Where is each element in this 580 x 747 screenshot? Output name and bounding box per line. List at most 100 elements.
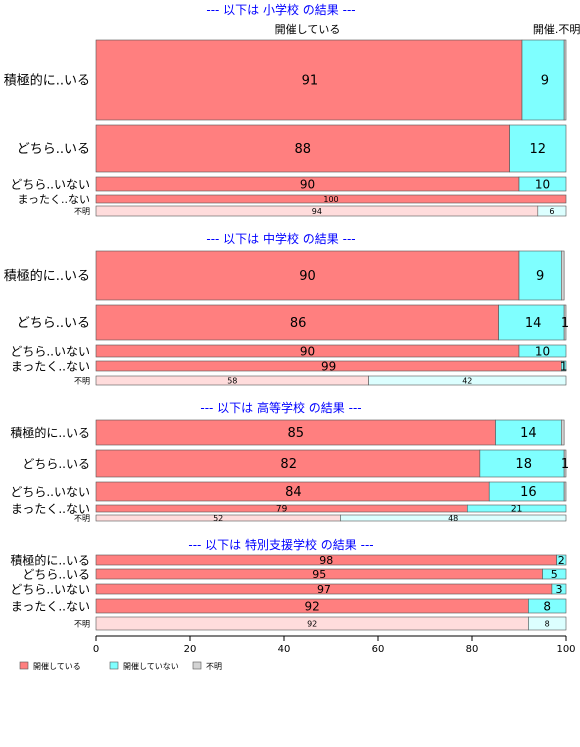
bar-segment-2-0-2 [560,419,565,446]
value-label-0-0-0: 91 [302,74,319,89]
row-label-3-4: 不明 [74,619,90,628]
panel-title-0: --- 以下は 小学校 の結果 --- [206,2,355,17]
value-label-1-2-0: 90 [300,344,315,358]
value-label-1-3-0: 99 [321,359,336,373]
panel-title-3: --- 以下は 特別支援学校 の結果 --- [188,537,373,552]
row-label-1-3: まったく..ない [11,359,90,373]
value-label-2-3-1: 21 [511,505,522,515]
value-label-1-4-1: 42 [462,376,472,385]
bar-segment-2-3-1 [466,504,567,513]
value-label-1-1-1: 14 [525,316,542,331]
value-label-2-3-0: 79 [276,505,288,515]
bar-segment-2-1-0 [95,449,481,478]
row-label-0-2: どちら..いない [10,177,90,191]
legend-label-0: 開催している [33,661,81,671]
value-label-3-0-0: 98 [319,554,333,567]
bar-segment-3-1-1 [542,568,567,580]
value-label-1-0-1: 9 [536,269,544,284]
row-label-2-3: まったく..ない [11,502,90,516]
row-label-0-3: まったく..ない [17,193,90,206]
x-tick-label-4: 80 [466,644,479,655]
value-label-3-1-1: 5 [551,568,558,581]
value-label-1-0-0: 90 [299,269,316,284]
legend-swatch-0 [19,661,29,670]
row-label-1-2: どちら..いない [10,344,90,358]
row-label-2-1: どちら..いる [22,457,90,471]
legend-swatch-2 [192,661,202,670]
legend-label-2: 不明 [206,662,222,671]
value-label-2-1-1: 18 [515,457,532,472]
bar-segment-3-0-1 [556,554,567,566]
value-label-2-0-0: 85 [287,426,304,441]
legend-swatch-1 [109,661,119,670]
value-label-0-4-1: 6 [549,207,554,216]
value-label-3-1-0: 95 [312,568,326,581]
bar-segment-1-4-1 [368,375,567,386]
bar-segment-0-0-1 [521,39,565,121]
value-label-2-4-0: 52 [213,514,223,523]
bar-segment-2-1-2 [563,449,567,478]
row-label-0-1: どちら..いる [17,142,90,157]
value-label-3-3-1: 8 [543,599,551,613]
bar-segment-0-1-0 [95,124,510,173]
bar-segment-3-3-1 [528,598,567,614]
row-label-0-0: 積極的に..いる [4,73,90,89]
bar-segment-1-0-1 [518,250,562,301]
value-label-0-2-1: 10 [535,177,550,191]
row-label-2-0: 積極的に..いる [10,425,90,440]
bar-segment-2-0-0 [95,419,496,446]
x-tick-label-1: 20 [184,644,197,655]
bar-segment-0-0-2 [563,39,567,121]
row-label-3-3: まったく..ない [11,599,90,613]
panel-title-1: --- 以下は 中学校 の結果 --- [206,231,355,246]
bar-segment-2-1-1 [479,449,565,478]
value-label-1-1-2: 1 [561,316,569,331]
bar-segment-3-4-1 [528,616,567,631]
row-label-0-4: 不明 [74,207,90,216]
x-tick-label-3: 60 [372,644,385,655]
legend-label-1: 開催していない [123,661,179,671]
value-label-2-1-2: 1 [561,457,569,472]
value-label-1-4-0: 58 [227,376,237,385]
bar-segment-2-2-2 [563,481,567,502]
value-label-2-2-0: 84 [285,485,302,500]
value-label-1-3-1: 1 [560,359,568,373]
value-label-3-2-1: 3 [555,583,562,596]
value-label-0-4-0: 94 [312,207,322,216]
value-label-3-4-1: 8 [545,619,550,628]
bar-segment-0-0-0 [95,39,523,121]
value-label-2-4-1: 48 [448,514,458,523]
bar-segment-0-1-1 [509,124,567,173]
x-tick-label-0: 0 [93,644,99,655]
row-label-2-4: 不明 [74,514,90,523]
column-header-1: 開催.不明 [533,22,580,36]
value-label-3-3-0: 92 [305,599,320,613]
row-label-2-2: どちら..いない [10,485,90,499]
bar-segment-1-0-2 [560,250,565,301]
x-tick-label-2: 40 [278,644,291,655]
panel-title-2: --- 以下は 高等学校 の結果 --- [200,400,361,415]
value-label-2-0-1: 14 [520,426,537,441]
row-label-3-1: どちら..いる [22,567,90,581]
row-label-1-4: 不明 [74,376,90,385]
value-label-0-3-0: 100 [323,195,338,204]
value-label-3-4-0: 92 [307,619,317,628]
row-label-1-1: どちら..いる [17,316,90,331]
value-label-0-1-1: 12 [530,142,547,157]
x-tick-label-5: 100 [556,644,575,655]
bar-segment-1-1-2 [563,304,567,341]
bar-segment-0-2-1 [518,176,567,192]
bar-segment-2-0-1 [495,419,562,446]
bar-segment-0-4-1 [537,205,567,217]
bar-segment-2-4-1 [340,514,567,522]
column-header-0: 開催している [275,22,341,36]
bar-segment-1-2-1 [518,344,567,358]
row-label-3-0: 積極的に..いる [10,552,90,567]
bar-segment-1-0-0 [95,250,520,301]
value-label-0-2-0: 90 [300,177,315,191]
value-label-3-2-0: 97 [317,583,331,596]
value-label-1-2-1: 10 [535,344,550,358]
bar-segment-3-2-1 [551,583,567,595]
value-label-0-1-0: 88 [295,142,312,157]
